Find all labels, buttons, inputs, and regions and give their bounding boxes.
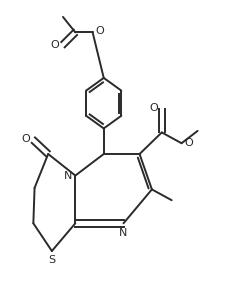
Text: O: O bbox=[185, 138, 193, 148]
Text: O: O bbox=[21, 134, 30, 144]
Text: O: O bbox=[149, 103, 158, 113]
Text: O: O bbox=[95, 26, 104, 36]
Text: N: N bbox=[119, 228, 128, 237]
Text: S: S bbox=[48, 255, 55, 265]
Text: N: N bbox=[64, 171, 72, 180]
Text: O: O bbox=[51, 40, 60, 50]
